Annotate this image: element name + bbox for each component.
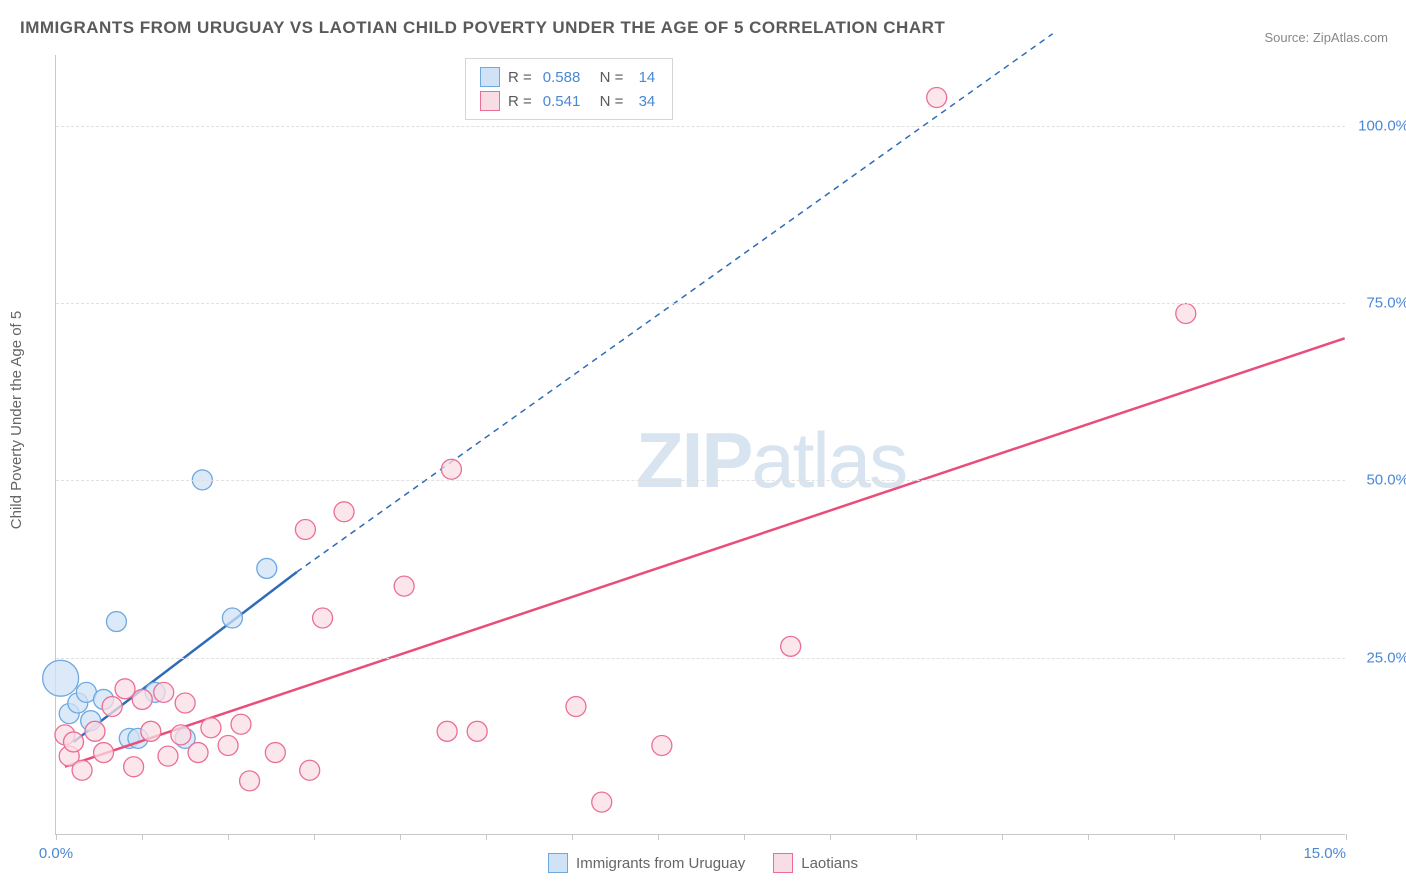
legend-n-value: 14 xyxy=(634,69,655,86)
legend-row: R = 0.541 N = 34 xyxy=(480,89,658,113)
scatter-point xyxy=(1176,303,1196,323)
scatter-point xyxy=(72,760,92,780)
legend-r-label: R = xyxy=(508,69,532,86)
legend-n-label: N = xyxy=(591,93,623,110)
legend-r-value: 0.588 xyxy=(543,69,581,86)
scatter-point xyxy=(154,682,174,702)
scatter-point xyxy=(437,721,457,741)
trend-line xyxy=(65,338,1345,766)
scatter-point xyxy=(222,608,242,628)
scatter-point xyxy=(132,689,152,709)
series-legend-item: Immigrants from Uruguay xyxy=(548,853,745,873)
x-tick-minor xyxy=(314,834,315,840)
x-tick-minor xyxy=(1174,834,1175,840)
scatter-point xyxy=(295,519,315,539)
legend-swatch xyxy=(773,853,793,873)
gridline xyxy=(56,126,1345,127)
scatter-point xyxy=(394,576,414,596)
scatter-point xyxy=(652,735,672,755)
x-tick-minor xyxy=(1002,834,1003,840)
legend-swatch xyxy=(480,91,500,111)
scatter-point xyxy=(106,612,126,632)
chart-plot-area: ZIPatlas 25.0%50.0%75.0%100.0%0.0%15.0% xyxy=(55,55,1345,835)
x-tick-minor xyxy=(572,834,573,840)
scatter-point xyxy=(64,732,84,752)
legend-r-label: R = xyxy=(508,93,532,110)
y-tick-label: 25.0% xyxy=(1366,649,1406,666)
scatter-point xyxy=(334,502,354,522)
scatter-point xyxy=(94,743,114,763)
x-tick-minor xyxy=(1088,834,1089,840)
x-tick-minor xyxy=(56,834,57,840)
scatter-point xyxy=(240,771,260,791)
x-tick-minor xyxy=(400,834,401,840)
scatter-point xyxy=(927,88,947,108)
scatter-point xyxy=(218,735,238,755)
correlation-legend: R = 0.588 N = 14 R = 0.541 N = 34 xyxy=(465,58,673,120)
series-name: Laotians xyxy=(801,855,858,872)
scatter-point xyxy=(171,725,191,745)
scatter-point xyxy=(158,746,178,766)
y-tick-label: 75.0% xyxy=(1366,295,1406,312)
scatter-point xyxy=(592,792,612,812)
x-tick-minor xyxy=(744,834,745,840)
gridline xyxy=(56,303,1345,304)
scatter-point xyxy=(124,757,144,777)
x-tick-minor xyxy=(830,834,831,840)
scatter-point xyxy=(175,693,195,713)
scatter-point xyxy=(781,636,801,656)
scatter-point xyxy=(265,743,285,763)
scatter-point xyxy=(313,608,333,628)
legend-n-label: N = xyxy=(591,69,623,86)
scatter-point xyxy=(43,660,79,696)
x-tick-minor xyxy=(486,834,487,840)
series-legend: Immigrants from Uruguay Laotians xyxy=(0,853,1406,877)
scatter-point xyxy=(257,558,277,578)
source-attribution: Source: ZipAtlas.com xyxy=(1264,30,1388,45)
x-tick-minor xyxy=(1346,834,1347,840)
y-tick-label: 50.0% xyxy=(1366,472,1406,489)
scatter-point xyxy=(300,760,320,780)
chart-title: IMMIGRANTS FROM URUGUAY VS LAOTIAN CHILD… xyxy=(20,18,945,38)
scatter-point xyxy=(201,718,221,738)
y-axis-label: Child Poverty Under the Age of 5 xyxy=(8,311,25,529)
scatter-point xyxy=(467,721,487,741)
legend-swatch xyxy=(480,67,500,87)
x-tick-minor xyxy=(1260,834,1261,840)
legend-n-value: 34 xyxy=(634,93,655,110)
legend-row: R = 0.588 N = 14 xyxy=(480,65,658,89)
scatter-point xyxy=(566,697,586,717)
legend-r-value: 0.541 xyxy=(543,93,581,110)
scatter-point xyxy=(115,679,135,699)
scatter-point xyxy=(188,743,208,763)
scatter-svg xyxy=(56,55,1345,834)
x-tick-minor xyxy=(228,834,229,840)
y-tick-label: 100.0% xyxy=(1358,117,1406,134)
x-tick-minor xyxy=(658,834,659,840)
x-tick-minor xyxy=(142,834,143,840)
series-legend-item: Laotians xyxy=(773,853,858,873)
legend-swatch xyxy=(548,853,568,873)
scatter-point xyxy=(441,459,461,479)
scatter-point xyxy=(102,697,122,717)
gridline xyxy=(56,480,1345,481)
scatter-point xyxy=(141,721,161,741)
x-tick-minor xyxy=(916,834,917,840)
series-name: Immigrants from Uruguay xyxy=(576,855,745,872)
gridline xyxy=(56,658,1345,659)
scatter-point xyxy=(85,721,105,741)
scatter-point xyxy=(231,714,251,734)
